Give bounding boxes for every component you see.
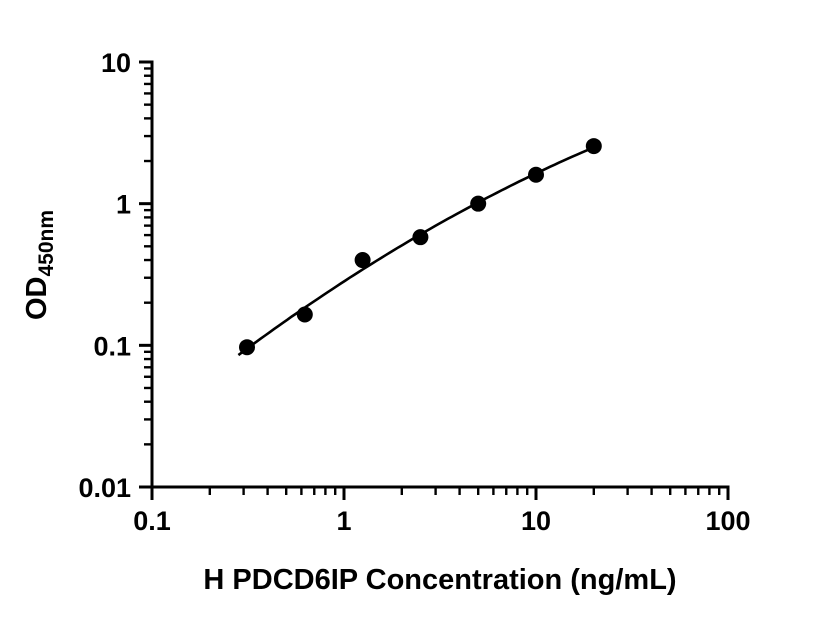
y-tick-label: 0.01 [78,473,131,503]
data-point [470,195,487,212]
data-point [412,229,429,246]
data-point [354,252,371,269]
data-point [585,138,602,155]
x-tick-label: 10 [521,506,551,536]
y-axis-label-subscript: 450nm [35,210,58,277]
data-point [239,339,256,356]
x-tick-label: 1 [336,506,351,536]
data-point [528,166,544,183]
x-tick-label: 0.1 [133,506,171,536]
x-tick-label: 100 [705,506,750,536]
y-axis-label-main: OD [21,277,53,321]
y-tick-label: 10 [101,48,131,78]
y-tick-label: 0.1 [93,331,131,361]
y-tick-label: 1 [116,190,131,220]
data-point [296,306,313,323]
x-axis-label: H PDCD6IP Concentration (ng/mL) [203,564,676,596]
y-axis-label: OD450nm [21,210,58,320]
